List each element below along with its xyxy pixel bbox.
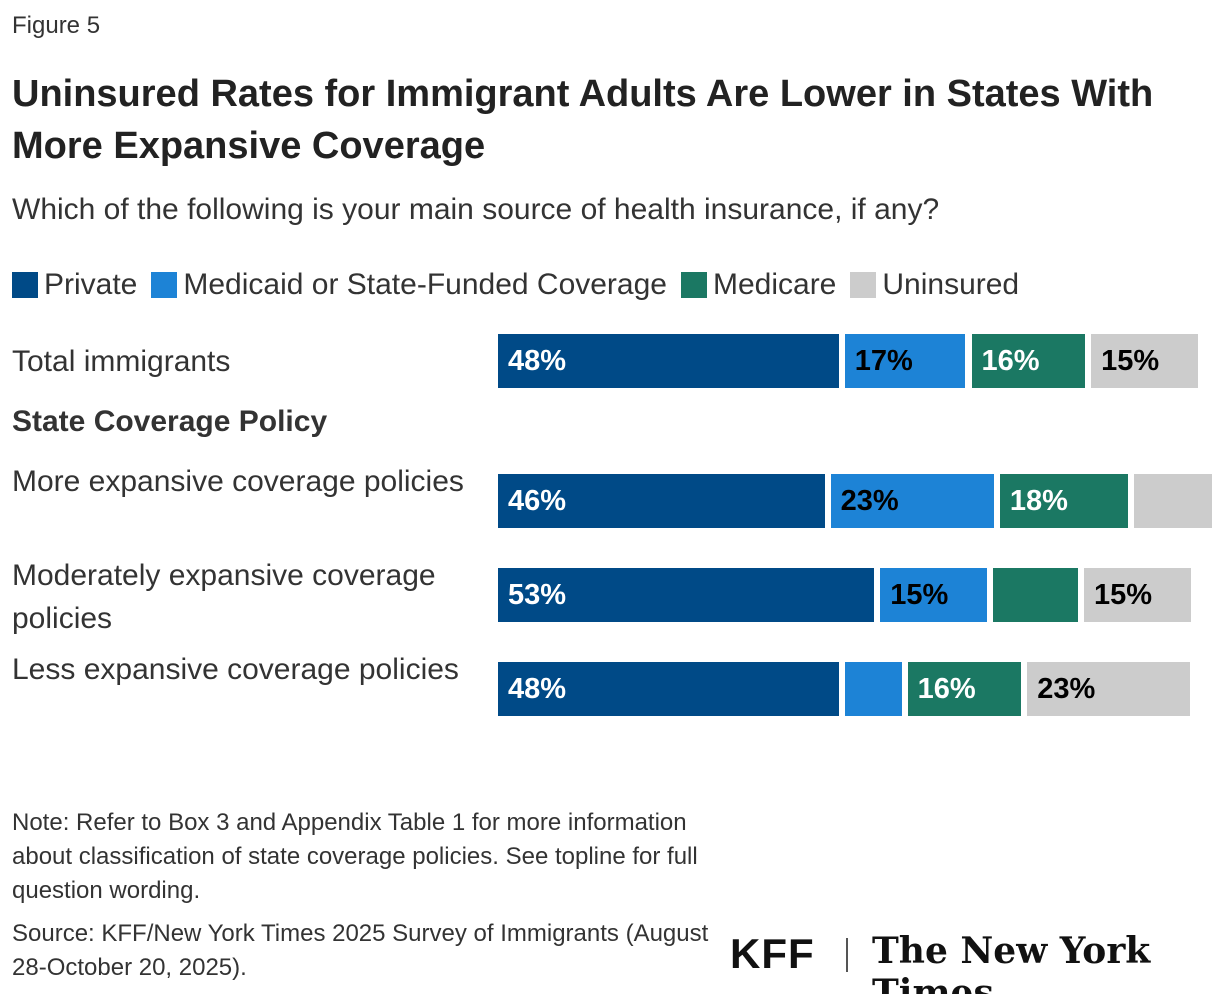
data-label: 16% [981,345,1040,377]
legend-swatch [680,272,707,298]
legend-label: Medicare [712,268,837,301]
nyt-logo: The New York Times [872,930,1151,994]
data-label: 15% [1101,345,1160,377]
bar-segment: 23% [1027,662,1191,716]
bar-segment [844,662,902,716]
bar-segment: 48% [498,334,839,388]
bar-segment: 48% [498,662,839,716]
bar-segment: 15% [880,568,987,622]
bar-segment: 16% [907,662,1022,716]
source: Source: KFF/New York Times 2025 Survey o… [12,920,709,981]
bar-segment [1133,474,1212,528]
legend-swatch [151,272,178,298]
chart-title: Uninsured Rates for Immigrant Adults Are… [12,73,1154,167]
note: Note: Refer to Box 3 and Appendix Table … [12,809,698,904]
data-label: 48% [508,345,567,377]
bar-segment [992,568,1078,622]
bar-segment: 23% [830,474,994,528]
data-label: 23% [1037,673,1096,705]
bar-segment: 53% [498,568,875,622]
bar-segment: 15% [1091,334,1198,388]
legend-label: Uninsured [882,268,1020,301]
bar-segment: 46% [498,474,825,528]
data-label: 17% [854,345,913,377]
data-label: 15% [890,579,949,611]
category-label: Total immigrants [12,345,231,378]
data-label: 53% [508,579,567,611]
legend-label: Private [44,268,138,301]
bar-segment: 15% [1084,568,1191,622]
data-label: 48% [508,673,567,705]
legend-swatch [850,272,877,298]
chart-subtitle: Which of the following is your main sour… [12,193,940,226]
category-label: More expansive coverage policies [12,465,464,498]
legend-item: Medicare [680,268,837,302]
figure-label: Figure 5 [12,12,101,39]
bar-segment: 17% [844,334,966,388]
bar-segment: 16% [971,334,1086,388]
group-heading: State Coverage Policy [12,405,328,438]
category-label: Less expansive coverage policies [12,653,459,686]
legend-item: Uninsured [850,268,1019,302]
data-label: 23% [840,485,899,517]
data-label: 18% [1009,485,1068,517]
legend: Private Medicaid or State-Funded Coverage… [12,268,1019,302]
data-label: 46% [508,485,567,517]
legend-label: Medicaid or State-Funded Coverage [183,268,667,301]
legend-item: Private [12,268,137,302]
legend-item: Medicaid or State-Funded Coverage [151,268,667,302]
kff-logo: KFF [730,930,815,977]
data-label: 15% [1094,579,1153,611]
logo-divider [846,938,848,972]
bar-segment: 18% [999,474,1128,528]
data-label: 16% [917,673,976,705]
category-label: Moderately expansive coverage policies [12,559,436,635]
legend-swatch [12,272,38,298]
